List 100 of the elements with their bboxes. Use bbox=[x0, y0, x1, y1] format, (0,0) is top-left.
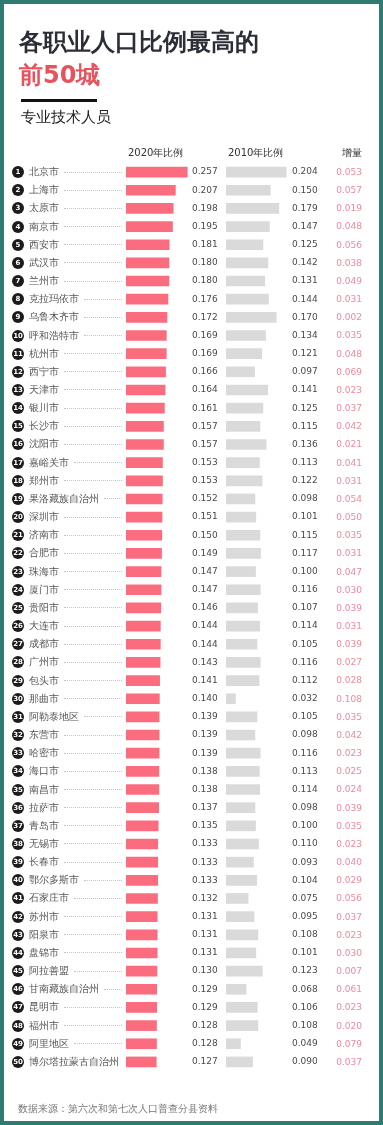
bar bbox=[126, 184, 176, 196]
bar bbox=[226, 965, 263, 977]
data-label: 0.031 bbox=[336, 547, 362, 561]
bar bbox=[126, 1002, 158, 1013]
bar bbox=[226, 457, 260, 468]
data-label: 0.100 bbox=[292, 565, 319, 576]
bar bbox=[226, 638, 258, 650]
data-label: 0.133 bbox=[192, 838, 218, 849]
bar bbox=[126, 203, 174, 214]
data-label: 0.131 bbox=[292, 275, 318, 286]
bar bbox=[126, 584, 162, 596]
data-label: 0.105 bbox=[292, 638, 318, 649]
data-label: 0.037 bbox=[336, 402, 362, 416]
data-label: 0.157 bbox=[192, 438, 218, 449]
bar bbox=[226, 475, 263, 487]
data-label: 0.097 bbox=[292, 366, 318, 377]
data-label: 0.098 bbox=[292, 493, 319, 504]
data-label: 0.122 bbox=[292, 475, 318, 486]
bar bbox=[226, 293, 269, 305]
bar bbox=[226, 330, 266, 341]
bar bbox=[226, 275, 266, 287]
data-label: 0.023 bbox=[336, 837, 362, 851]
bar bbox=[126, 384, 166, 396]
data-label: 0.032 bbox=[292, 693, 318, 704]
data-label: 0.176 bbox=[192, 293, 219, 304]
chart-subtitle: 专业技术人员 bbox=[21, 108, 111, 127]
data-label: 0.027 bbox=[336, 656, 362, 670]
data-label: 0.049 bbox=[292, 1038, 319, 1049]
data-label: 0.130 bbox=[192, 965, 219, 976]
bar bbox=[226, 166, 287, 178]
data-label: 0.056 bbox=[336, 892, 362, 906]
bar bbox=[226, 203, 280, 214]
data-label: 0.106 bbox=[292, 1001, 319, 1012]
data-label: 0.035 bbox=[336, 710, 362, 724]
data-label: 0.107 bbox=[292, 602, 318, 613]
data-label: 0.108 bbox=[336, 692, 362, 706]
data-label: 0.019 bbox=[336, 202, 362, 216]
bar bbox=[126, 293, 169, 305]
data-label: 0.169 bbox=[192, 329, 219, 340]
data-label: 0.116 bbox=[292, 656, 319, 667]
bar bbox=[226, 221, 270, 232]
data-label: 0.172 bbox=[192, 311, 218, 322]
data-label: 0.153 bbox=[192, 475, 218, 486]
bar bbox=[126, 511, 163, 523]
bar bbox=[226, 602, 258, 614]
bar bbox=[226, 548, 261, 559]
data-label: 0.042 bbox=[336, 420, 362, 434]
bar bbox=[126, 947, 158, 959]
data-label: 0.056 bbox=[336, 238, 362, 252]
data-label: 0.180 bbox=[192, 275, 219, 286]
data-label: 0.140 bbox=[192, 693, 219, 704]
data-label: 0.136 bbox=[292, 438, 319, 449]
data-label: 0.061 bbox=[336, 983, 362, 997]
data-label: 0.002 bbox=[336, 311, 362, 325]
data-label: 0.110 bbox=[292, 838, 319, 849]
bar bbox=[226, 584, 261, 596]
bar bbox=[226, 257, 269, 269]
data-label: 0.147 bbox=[292, 220, 318, 231]
data-label: 0.021 bbox=[336, 438, 362, 452]
data-label: 0.035 bbox=[336, 819, 362, 833]
source-note: 数据来源：第六次和第七次人口普查分县资料 bbox=[18, 1102, 218, 1116]
bar bbox=[226, 529, 261, 541]
data-label: 0.114 bbox=[292, 620, 319, 631]
bar bbox=[126, 602, 162, 614]
data-label: 0.139 bbox=[192, 729, 219, 740]
bar bbox=[126, 874, 159, 886]
bar bbox=[126, 1056, 157, 1068]
bar bbox=[126, 420, 164, 432]
bar bbox=[126, 1020, 157, 1031]
data-label: 0.039 bbox=[336, 601, 362, 615]
bar bbox=[126, 402, 165, 414]
data-label: 0.108 bbox=[292, 1019, 319, 1030]
bar bbox=[226, 911, 255, 922]
series-label: 2010年比例 bbox=[228, 147, 284, 159]
bar bbox=[126, 929, 158, 941]
data-label: 0.117 bbox=[292, 547, 318, 558]
data-label: 0.047 bbox=[336, 565, 362, 579]
bar bbox=[226, 384, 268, 396]
bar bbox=[226, 766, 260, 777]
data-label: 0.125 bbox=[292, 402, 318, 413]
data-label: 0.132 bbox=[192, 892, 218, 903]
data-label: 0.093 bbox=[292, 856, 318, 867]
data-label: 0.131 bbox=[192, 947, 218, 958]
data-label: 0.181 bbox=[192, 239, 218, 250]
data-label: 0.144 bbox=[192, 638, 219, 649]
bar bbox=[126, 766, 160, 777]
data-label: 0.144 bbox=[192, 620, 219, 631]
bar bbox=[226, 747, 261, 759]
data-label: 0.098 bbox=[292, 802, 319, 813]
data-label: 0.143 bbox=[192, 656, 218, 667]
bar bbox=[226, 838, 259, 850]
data-label: 0.114 bbox=[292, 783, 319, 794]
data-label: 0.020 bbox=[336, 1019, 362, 1033]
bar bbox=[126, 330, 167, 341]
data-label: 0.037 bbox=[336, 1055, 362, 1069]
bar bbox=[226, 711, 258, 723]
bar bbox=[226, 239, 264, 251]
bar bbox=[126, 802, 159, 814]
bar bbox=[126, 221, 173, 232]
data-label: 0.139 bbox=[192, 747, 219, 758]
